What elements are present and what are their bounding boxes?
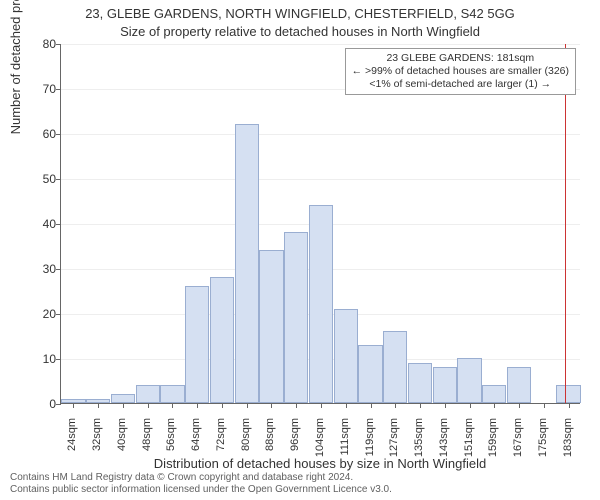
y-tick-label: 20 bbox=[16, 307, 56, 321]
y-tick-mark bbox=[56, 134, 61, 135]
x-tick-mark bbox=[519, 403, 520, 408]
y-tick-label: 0 bbox=[16, 397, 56, 411]
x-tick-mark bbox=[569, 403, 570, 408]
chart-title-main: 23, GLEBE GARDENS, NORTH WINGFIELD, CHES… bbox=[0, 6, 600, 21]
histogram-bar bbox=[556, 385, 580, 403]
x-tick-mark bbox=[98, 403, 99, 408]
histogram-bar bbox=[433, 367, 457, 403]
x-tick-mark bbox=[470, 403, 471, 408]
y-tick-mark bbox=[56, 224, 61, 225]
histogram-bar bbox=[284, 232, 308, 403]
x-tick-mark bbox=[123, 403, 124, 408]
grid-line bbox=[61, 44, 580, 45]
y-tick-mark bbox=[56, 359, 61, 360]
y-tick-label: 40 bbox=[16, 217, 56, 231]
x-tick-mark bbox=[544, 403, 545, 408]
x-tick-mark bbox=[321, 403, 322, 408]
plot-area: 23 GLEBE GARDENS: 181sqm← >99% of detach… bbox=[60, 44, 580, 404]
y-tick-label: 60 bbox=[16, 127, 56, 141]
property-marker-line bbox=[565, 44, 566, 403]
x-tick-mark bbox=[148, 403, 149, 408]
annotation-box: 23 GLEBE GARDENS: 181sqm← >99% of detach… bbox=[345, 48, 576, 95]
chart-container: 23, GLEBE GARDENS, NORTH WINGFIELD, CHES… bbox=[0, 0, 600, 500]
y-axis-label: Number of detached properties bbox=[8, 0, 23, 134]
y-tick-label: 70 bbox=[16, 82, 56, 96]
x-tick-mark bbox=[222, 403, 223, 408]
histogram-bar bbox=[408, 363, 432, 404]
y-tick-label: 80 bbox=[16, 37, 56, 51]
histogram-bar bbox=[482, 385, 506, 403]
chart-title-sub: Size of property relative to detached ho… bbox=[0, 24, 600, 39]
x-tick-mark bbox=[494, 403, 495, 408]
x-tick-mark bbox=[197, 403, 198, 408]
x-tick-mark bbox=[371, 403, 372, 408]
x-tick-mark bbox=[73, 403, 74, 408]
y-tick-mark bbox=[56, 89, 61, 90]
x-tick-mark bbox=[445, 403, 446, 408]
histogram-bar bbox=[383, 331, 407, 403]
histogram-bar bbox=[259, 250, 283, 403]
y-tick-label: 10 bbox=[16, 352, 56, 366]
y-tick-label: 30 bbox=[16, 262, 56, 276]
y-tick-mark bbox=[56, 404, 61, 405]
grid-line bbox=[61, 134, 580, 135]
x-tick-mark bbox=[271, 403, 272, 408]
grid-line bbox=[61, 179, 580, 180]
histogram-bar bbox=[358, 345, 382, 404]
annotation-line: <1% of semi-detached are larger (1) → bbox=[352, 78, 569, 91]
annotation-line: ← >99% of detached houses are smaller (3… bbox=[352, 65, 569, 78]
histogram-bar bbox=[185, 286, 209, 403]
footer-line-1: Contains HM Land Registry data © Crown c… bbox=[10, 472, 590, 484]
x-tick-mark bbox=[296, 403, 297, 408]
y-tick-label: 50 bbox=[16, 172, 56, 186]
histogram-bar bbox=[210, 277, 234, 403]
histogram-bar bbox=[309, 205, 333, 403]
histogram-bar bbox=[160, 385, 184, 403]
y-tick-mark bbox=[56, 314, 61, 315]
histogram-bar bbox=[111, 394, 135, 403]
annotation-line: 23 GLEBE GARDENS: 181sqm bbox=[352, 52, 569, 65]
y-tick-mark bbox=[56, 269, 61, 270]
x-tick-mark bbox=[172, 403, 173, 408]
histogram-bar bbox=[457, 358, 481, 403]
histogram-bar bbox=[334, 309, 358, 404]
y-tick-mark bbox=[56, 44, 61, 45]
histogram-bar bbox=[235, 124, 259, 403]
x-tick-mark bbox=[346, 403, 347, 408]
x-tick-mark bbox=[395, 403, 396, 408]
x-tick-mark bbox=[420, 403, 421, 408]
histogram-bar bbox=[507, 367, 531, 403]
x-axis-label: Distribution of detached houses by size … bbox=[60, 456, 580, 471]
histogram-bar bbox=[136, 385, 160, 403]
footer-line-2: Contains public sector information licen… bbox=[10, 484, 590, 496]
x-tick-mark bbox=[247, 403, 248, 408]
y-tick-mark bbox=[56, 179, 61, 180]
